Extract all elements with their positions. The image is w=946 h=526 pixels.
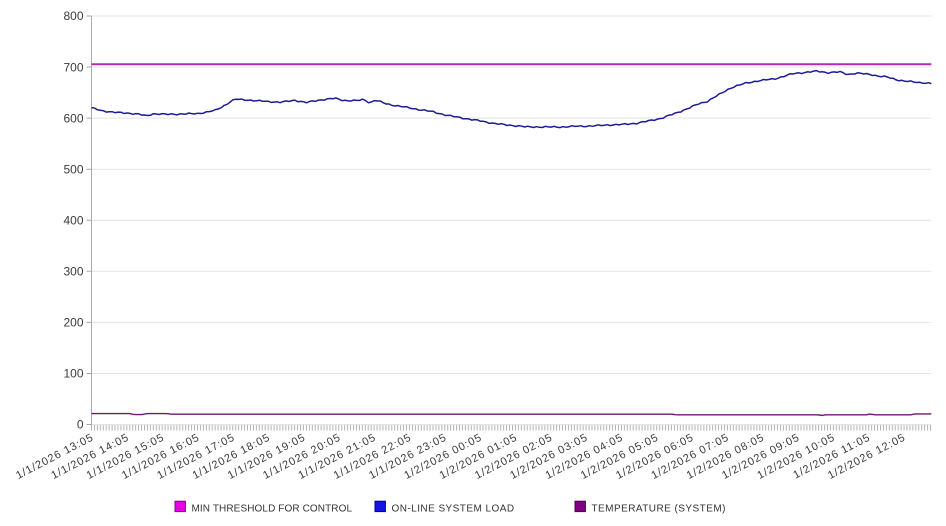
svg-text:ON-LINE SYSTEM LOAD: ON-LINE SYSTEM LOAD [392, 504, 515, 515]
svg-text:800: 800 [63, 9, 83, 23]
svg-text:100: 100 [63, 367, 83, 381]
svg-text:0: 0 [77, 418, 84, 432]
svg-text:500: 500 [63, 162, 83, 176]
svg-text:MIN THRESHOLD FOR CONTROL: MIN THRESHOLD FOR CONTROL [192, 504, 353, 515]
svg-text:300: 300 [63, 265, 83, 279]
svg-text:TEMPERATURE (SYSTEM): TEMPERATURE (SYSTEM) [592, 504, 726, 515]
svg-text:700: 700 [63, 60, 83, 74]
svg-text:400: 400 [63, 213, 83, 227]
svg-text:200: 200 [63, 316, 83, 330]
svg-text:600: 600 [63, 111, 83, 125]
